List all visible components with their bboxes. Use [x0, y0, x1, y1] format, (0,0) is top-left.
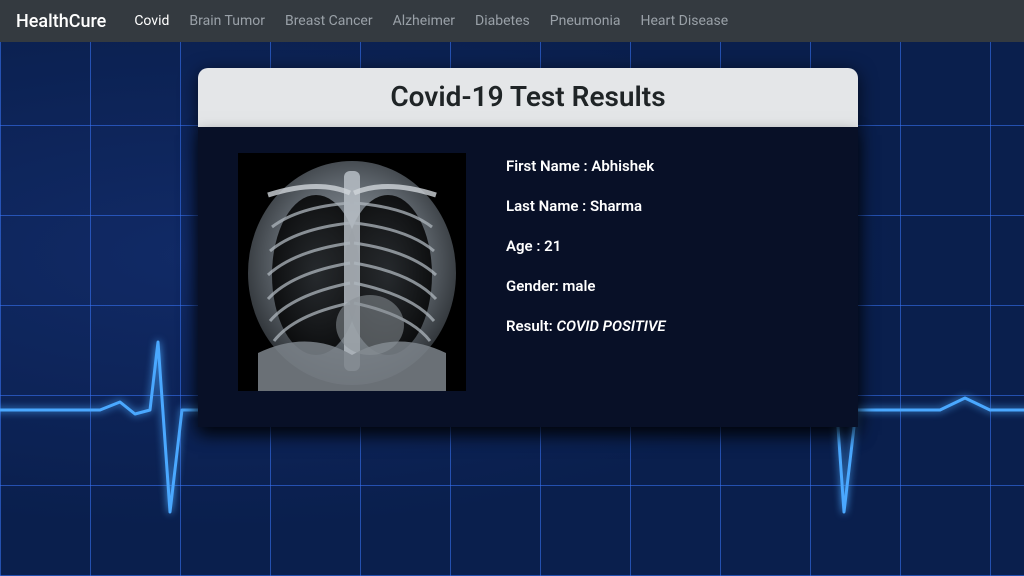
brand[interactable]: HealthCure [16, 11, 106, 32]
nav-item-heart-disease[interactable]: Heart Disease [641, 13, 729, 29]
nav-item-diabetes[interactable]: Diabetes [475, 13, 530, 29]
gender-label: Gender: [506, 277, 562, 295]
nav-item-alzheimer[interactable]: Alzheimer [393, 13, 455, 29]
age-label: Age : [506, 237, 544, 255]
chest-xray-image [238, 153, 466, 391]
first-name-row: First Name : Abhishek [506, 157, 666, 175]
card-title: Covid-19 Test Results [198, 68, 858, 127]
navbar: HealthCure Covid Brain Tumor Breast Canc… [0, 0, 1024, 42]
result-value: COVID POSITIVE [556, 317, 665, 335]
results-card: Covid-19 Test Results [198, 68, 858, 427]
result-label: Result: [506, 317, 556, 335]
last-name-row: Last Name : Sharma [506, 197, 666, 215]
nav-item-brain-tumor[interactable]: Brain Tumor [189, 13, 265, 29]
first-name-label: First Name : [506, 157, 591, 175]
nav-item-covid[interactable]: Covid [134, 13, 169, 29]
gender-row: Gender: male [506, 277, 666, 295]
last-name-label: Last Name : [506, 197, 590, 215]
first-name-value: Abhishek [591, 157, 654, 175]
nav-item-pneumonia[interactable]: Pneumonia [550, 13, 621, 29]
patient-info: First Name : Abhishek Last Name : Sharma… [506, 153, 666, 393]
age-row: Age : 21 [506, 237, 666, 255]
gender-value: male [562, 277, 595, 295]
age-value: 21 [544, 237, 561, 255]
nav-item-breast-cancer[interactable]: Breast Cancer [285, 13, 373, 29]
card-body: First Name : Abhishek Last Name : Sharma… [198, 127, 858, 427]
last-name-value: Sharma [590, 197, 642, 215]
result-row: Result: COVID POSITIVE [506, 317, 666, 335]
